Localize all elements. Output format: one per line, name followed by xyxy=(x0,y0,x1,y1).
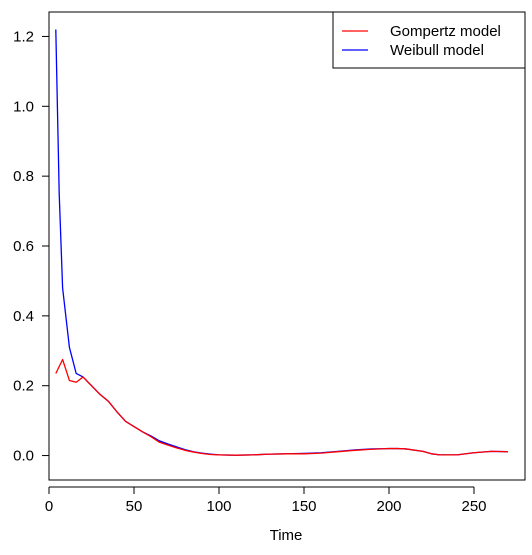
x-tick-label: 150 xyxy=(291,498,316,515)
x-tick-label: 100 xyxy=(206,498,231,515)
legend-box xyxy=(332,11,526,69)
series-layer xyxy=(55,29,509,456)
y-tick-label: 1.2 xyxy=(13,28,34,45)
legend-label: Gompertz model xyxy=(390,23,501,40)
x-tick-label: 50 xyxy=(126,498,143,515)
y-axis: 0.0 0.2 0.4 0.6 0.8 1.0 1.2 xyxy=(13,28,50,465)
plot-frame xyxy=(48,11,526,481)
y-tick-label: 0.4 xyxy=(13,308,34,325)
y-tick-label: 0.2 xyxy=(13,378,34,395)
y-tick-label: 1.0 xyxy=(13,98,34,115)
series-line-weibull-model xyxy=(55,29,509,456)
y-tick-label: 0.6 xyxy=(13,238,34,255)
y-tick-label: 0.8 xyxy=(13,168,34,185)
x-tick-label: 200 xyxy=(376,498,401,515)
x-axis: 0 50 100 150 200 250 xyxy=(45,486,487,515)
series-line-gompertz-model xyxy=(55,358,509,456)
legend: Gompertz model Weibull model xyxy=(332,11,526,69)
legend-label: Weibull model xyxy=(390,42,484,59)
x-tick-label: 0 xyxy=(45,498,53,515)
x-tick-label: 250 xyxy=(461,498,486,515)
x-axis-title: Time xyxy=(270,527,303,544)
y-tick-label: 0.0 xyxy=(13,448,34,465)
